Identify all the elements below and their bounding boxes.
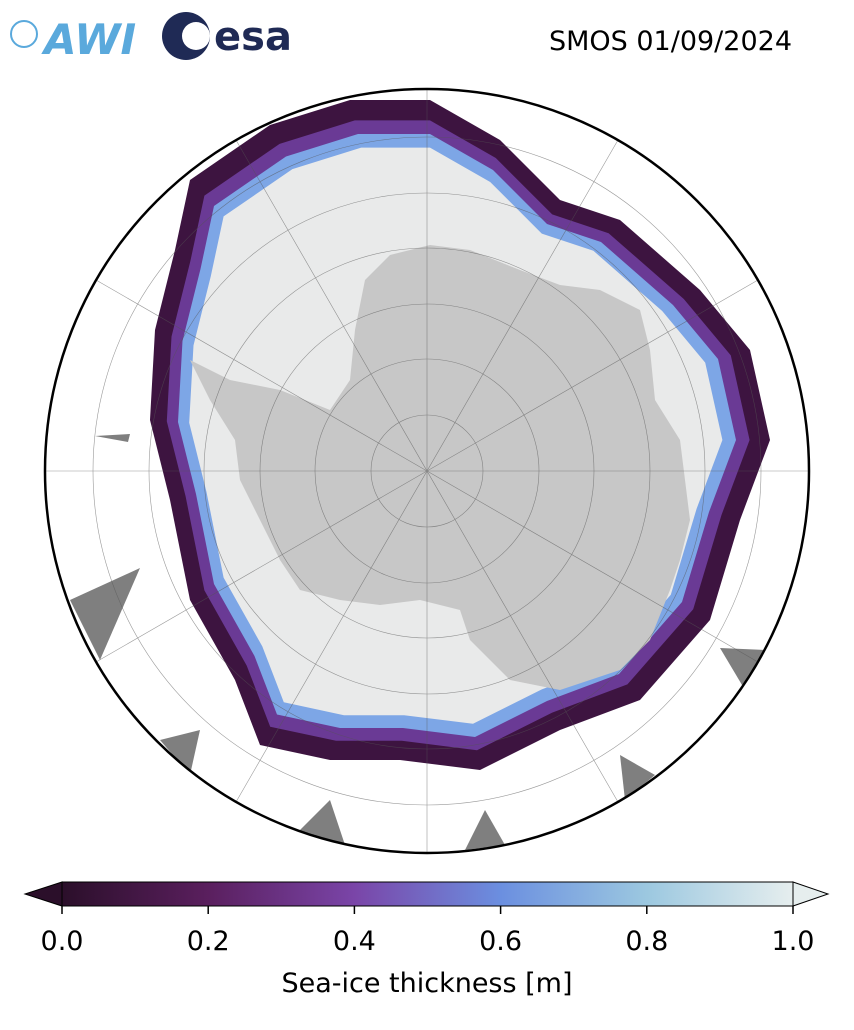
colorbar-label: Sea-ice thickness [m] <box>281 968 572 999</box>
colorbar-tick-label: 0.6 <box>479 926 522 957</box>
logo-text: AWI <box>41 15 136 64</box>
map <box>45 89 809 853</box>
esa-logo: esa <box>162 12 292 60</box>
colorbar-tick-label: 0.8 <box>625 926 668 957</box>
colorbar-extend <box>792 881 830 907</box>
map-title: SMOS 01/09/2024 <box>549 26 792 57</box>
colorbar-tick-label: 0.0 <box>41 926 84 957</box>
colorbar-tick-label: 0.4 <box>333 926 376 957</box>
colorbar-bar <box>61 881 794 907</box>
colorbar-tick-label: 0.2 <box>187 926 230 957</box>
map-frame <box>43 87 811 855</box>
colorbar <box>23 881 830 914</box>
colorbar-extend <box>23 881 63 907</box>
awi-logo: AWI <box>10 15 136 64</box>
colorbar-tick-label: 1.0 <box>772 926 815 957</box>
logo-text: esa <box>214 14 292 60</box>
